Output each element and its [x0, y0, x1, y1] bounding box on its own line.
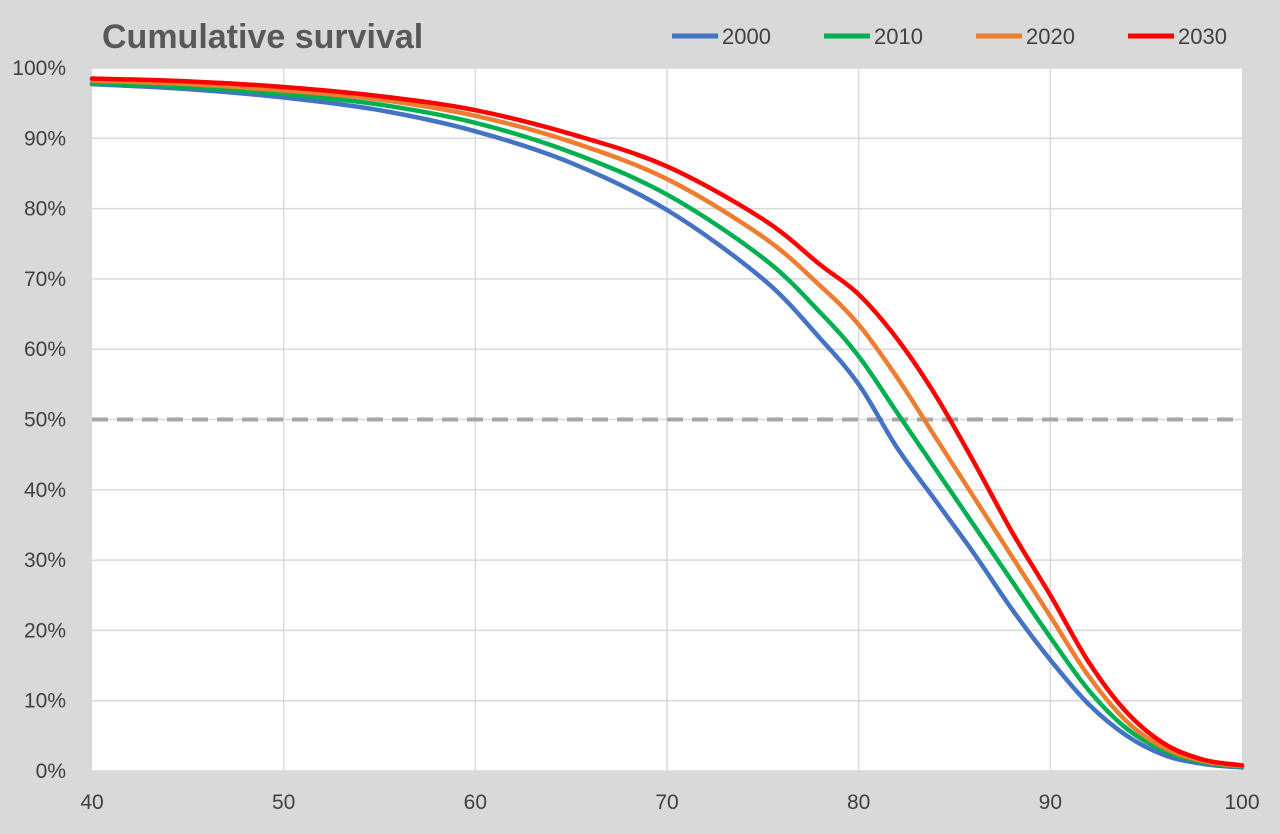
- y-tick-label: 0%: [36, 760, 66, 783]
- legend-label-2010: 2010: [874, 24, 923, 49]
- y-axis-ticks: 0% 10% 20% 30% 40% 50% 60% 70% 80% 90% 100%: [12, 57, 66, 783]
- legend-label-2030: 2030: [1178, 24, 1227, 49]
- y-tick-label: 70%: [24, 268, 66, 291]
- x-tick-label: 50: [272, 791, 295, 814]
- y-tick-label: 20%: [24, 619, 66, 642]
- series-line-2000: [89, 81, 1245, 770]
- y-tick-label: 10%: [24, 690, 66, 713]
- x-tick-label: 90: [1039, 791, 1062, 814]
- series-line-2020: [89, 78, 1245, 769]
- y-tick-label: 80%: [24, 198, 66, 221]
- y-tick-label: 50%: [24, 409, 66, 432]
- series-line-2010: [89, 81, 1245, 770]
- legend-label-2020: 2020: [1026, 24, 1075, 49]
- y-tick-label: 40%: [24, 479, 66, 502]
- x-axis-ticks: 40 50 60 70 80 90 100: [80, 791, 1259, 814]
- y-tick-label: 90%: [24, 127, 66, 150]
- y-tick-label: 30%: [24, 549, 66, 572]
- y-tick-label: 60%: [24, 338, 66, 361]
- legend-label-2000: 2000: [722, 24, 771, 49]
- gridlines: [92, 67, 1242, 772]
- x-tick-label: 40: [80, 791, 103, 814]
- y-tick-label: 100%: [12, 57, 66, 80]
- series-line-2030: [89, 76, 1245, 768]
- x-tick-label: 100: [1224, 791, 1259, 814]
- x-tick-label: 80: [847, 791, 870, 814]
- legend: 2000 2010 2020 2030: [672, 24, 1227, 49]
- x-tick-label: 60: [464, 791, 487, 814]
- x-tick-label: 70: [655, 791, 678, 814]
- series-group: [89, 76, 1245, 770]
- chart-title: Cumulative survival: [102, 18, 423, 56]
